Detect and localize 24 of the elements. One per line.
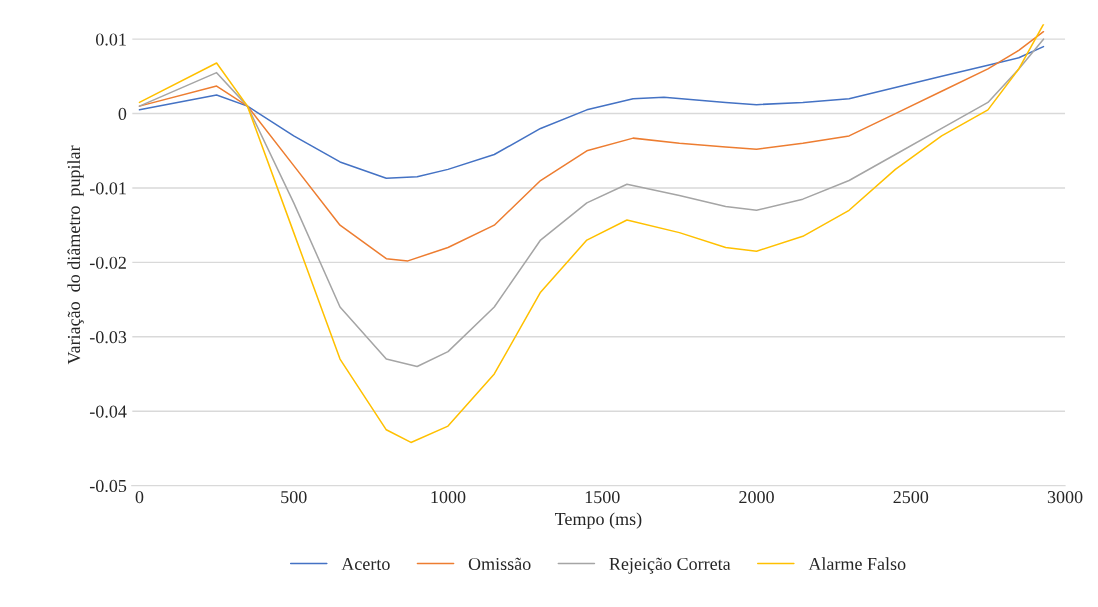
y-tick-label: -0.03 <box>89 331 127 344</box>
legend-label: Omissão <box>468 557 531 571</box>
x-axis-title: Tempo (ms) <box>554 512 642 529</box>
line-series <box>138 30 1045 262</box>
x-tick-label: 1500 <box>585 490 620 504</box>
line-series <box>138 24 1045 444</box>
legend-label: Rejeição Correta <box>609 557 731 574</box>
y-axis-title: Variação do diâmetro pupilar <box>67 145 84 365</box>
x-tick-label: 500 <box>281 490 307 504</box>
x-tick-label: 2000 <box>739 490 774 504</box>
y-tick-label: 0.01 <box>95 33 126 46</box>
x-tick-label: 0 <box>135 490 144 504</box>
y-tick-label: -0.02 <box>89 256 126 269</box>
y-tick-label: -0.05 <box>89 479 127 493</box>
y-tick-label: 0 <box>118 107 127 121</box>
legend-label: Acerto <box>341 557 390 571</box>
x-tick-label: 3000 <box>1047 490 1083 504</box>
legend-label: Alarme Falso <box>808 557 906 571</box>
y-tick-label: -0.04 <box>89 405 127 418</box>
y-tick-label: -0.01 <box>89 182 126 195</box>
line-series <box>138 38 1045 368</box>
x-tick-label: 2500 <box>893 490 929 504</box>
x-tick-label: 1000 <box>431 490 466 504</box>
line-series <box>138 45 1045 180</box>
